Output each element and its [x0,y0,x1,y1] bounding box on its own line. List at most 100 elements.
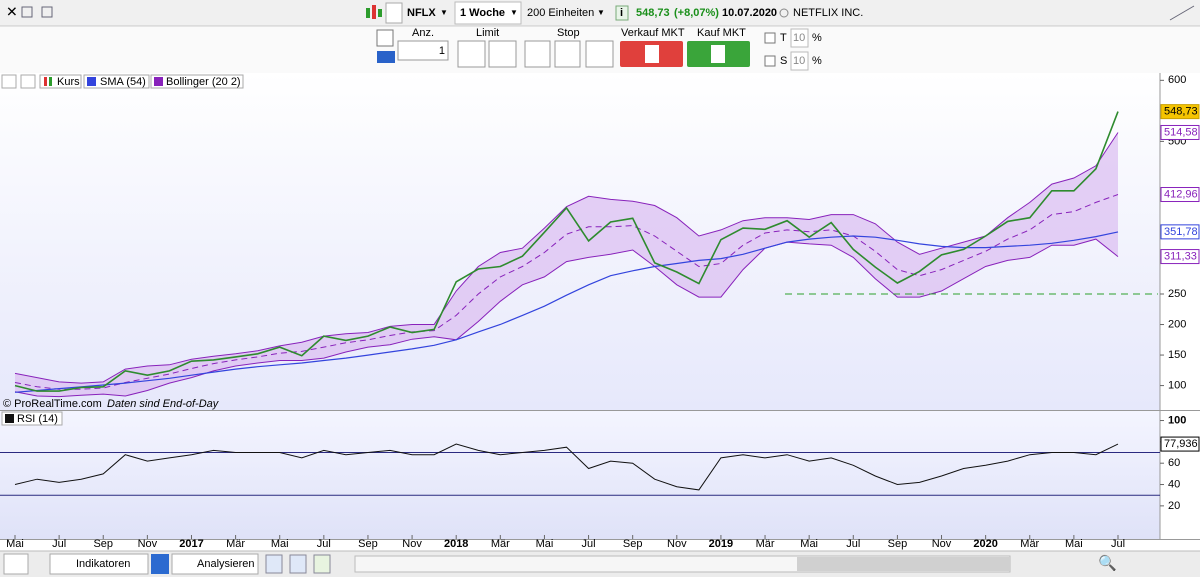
s-input[interactable] [790,51,809,71]
x-tick-label: 2018 [444,538,468,550]
qty-label: Anz. [412,27,434,39]
value-tag-label: 351,78 [1164,226,1198,238]
value-tag [1160,187,1200,203]
value-tag [1160,104,1200,120]
x-tick-label: Jul [317,538,331,550]
resize-icon[interactable] [1169,5,1195,21]
dropdown-arrow[interactable]: ▼ [440,8,448,17]
stop-trail[interactable] [585,40,614,68]
qty-input[interactable] [397,40,449,61]
candle-icon[interactable] [366,5,382,19]
symbol[interactable]: NFLX [407,7,436,19]
y-tick-label: 600 [1168,74,1186,86]
change: (+8,07%) [674,7,719,19]
limit-buy[interactable] [457,40,486,68]
x-tick-label: Jul [52,538,66,550]
interval-select[interactable] [454,1,522,25]
scroll-thumb[interactable] [797,557,1010,571]
value-tag [1160,124,1200,140]
sma-line [14,231,1119,393]
units[interactable]: 200 Einheiten [527,7,594,19]
note: Daten sind End-of-Day [107,398,220,410]
x-tick-label: Mär [226,538,245,550]
analyze-button[interactable] [171,553,259,575]
x-tick-label: 2019 [709,538,733,550]
tool-icon[interactable] [289,554,307,574]
tool-icon[interactable] [313,554,331,574]
t-label: T [780,32,787,44]
interval[interactable]: 1 Woche [460,7,505,19]
percent: % [812,55,822,67]
limit-sell[interactable] [488,40,517,68]
share-icon[interactable] [151,554,169,574]
x-tick-label: Mär [491,538,510,550]
instrument-name: NETFLIX INC. [793,7,863,19]
legend-label: Bollinger (20 2) [166,76,241,88]
rsi-panel [0,411,1160,539]
t-input[interactable] [790,28,809,48]
stop-label: Stop [557,27,580,39]
rsi-title: RSI (14) [17,413,58,425]
window-icon[interactable] [41,6,53,18]
x-tick-label: Mär [1020,538,1039,550]
stop-sell[interactable] [554,40,581,68]
limit-label: Limit [476,27,499,39]
zoom-icon[interactable]: 🔍 [1098,553,1117,572]
qty[interactable]: 1 [439,45,445,57]
y-tick-label: 250 [1168,288,1186,300]
date: 10.07.2020 [722,7,777,19]
wrench-icon[interactable] [376,29,394,47]
window-icon[interactable] [21,6,33,18]
s-value[interactable]: 10 [793,55,805,67]
toolbar [0,0,1200,26]
x-tick-label: 2020 [973,538,997,550]
pen-tool[interactable] [3,553,29,575]
bollinger-lower [14,238,1119,398]
rsi-legend [1,411,63,426]
y-tick-label: 60 [1168,457,1180,469]
keyboard-icon[interactable] [377,51,395,63]
s-label: S [780,55,787,67]
y-tick-label: 200 [1168,318,1186,330]
y-tick-label: 100 [1168,414,1186,426]
price: 548,73 [636,7,670,19]
indicators-button[interactable] [49,553,149,575]
legend: Kurs SMA (54) Bollinger (20 2) [1,74,244,89]
watermark: © ProRealTime.com [3,398,102,410]
value-tag-label: 77,936 [1164,438,1198,450]
x-tick-label: Sep [358,538,378,550]
checkbox[interactable] [764,32,776,44]
value-tag-label: 311,33 [1164,250,1197,262]
x-tick-label: Mai [1065,538,1083,550]
value-tag-label: 548,73 [1164,106,1198,118]
value-tag-label: 412,96 [1164,188,1198,200]
x-tick-label: Mai [6,538,24,550]
right-axis [1160,73,1200,539]
x-tick-label: Jul [582,538,596,550]
legend-label: Kurs [57,76,80,88]
bollinger-upper [14,132,1119,384]
y-tick-label: 20 [1168,500,1180,512]
stop-buy[interactable] [524,40,551,68]
y-tick-label: 150 [1168,349,1186,361]
value-tag-label: 514,58 [1164,126,1198,138]
analyze[interactable]: Analysieren [197,558,254,570]
t-value[interactable]: 10 [793,32,805,44]
legend-label: SMA (54) [100,76,146,88]
draw-icon[interactable] [385,2,403,24]
tool-icon[interactable] [265,554,283,574]
percent: % [812,32,822,44]
value-tag [1160,249,1200,265]
svg-text:▼: ▼ [597,8,605,17]
indicators[interactable]: Indikatoren [76,558,130,570]
x-tick-label: Nov [138,538,158,550]
value-tag [1160,224,1200,240]
y-tick-label: 100 [1168,379,1186,391]
x-tick-label: Nov [402,538,422,550]
checkbox[interactable] [764,55,776,67]
x-tick-label: Mai [536,538,554,550]
close-icon[interactable]: ✕ [6,4,18,20]
y-tick-label: 40 [1168,478,1180,490]
x-tick-label: Mär [756,538,775,550]
